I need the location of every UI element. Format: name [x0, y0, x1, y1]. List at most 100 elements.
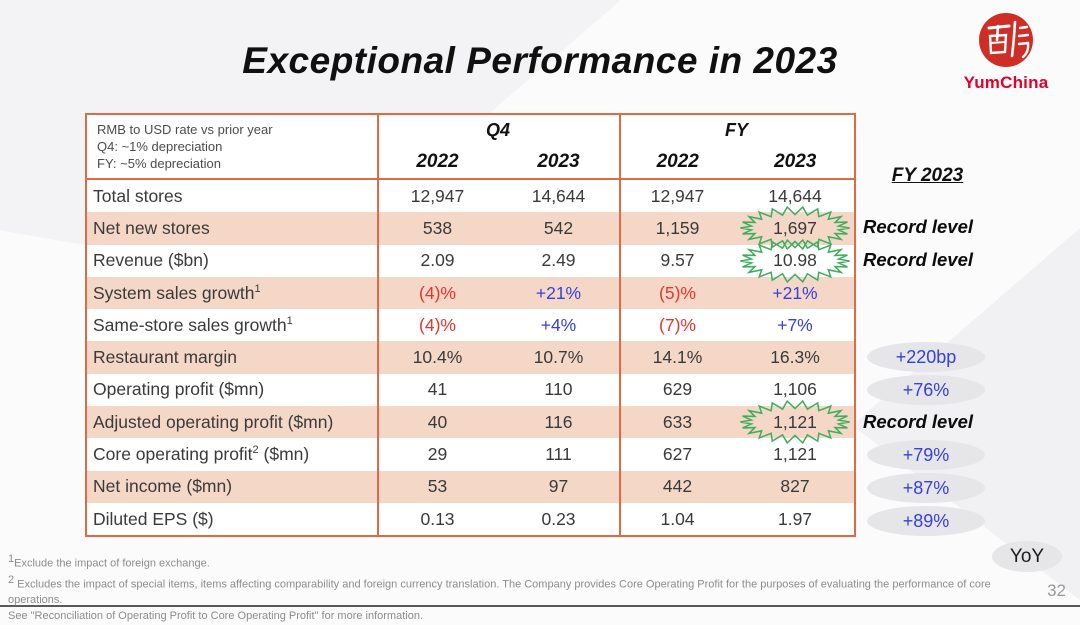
row-label: System sales growth	[93, 282, 255, 303]
cell-value: (4)%	[419, 282, 456, 303]
cell-value: 53	[427, 476, 448, 497]
cell-value: 10.4%	[412, 347, 463, 368]
page-title: Exceptional Performance in 2023	[242, 40, 838, 81]
cell-value: 629	[662, 379, 693, 400]
row-label: Net new stores	[93, 217, 210, 238]
table-divider-q4	[377, 115, 379, 535]
row-label-suffix: ($mn)	[258, 444, 310, 465]
cell-value: 16.3%	[770, 347, 820, 368]
cell-value: 41	[427, 379, 448, 400]
cell-value: 1,106	[773, 379, 817, 400]
table-row-total-stores: Total stores 12,947 14,644 12,947 14,644	[87, 180, 854, 212]
cell-value: 1.04	[660, 508, 695, 529]
yumchina-logo: YumChina	[946, 10, 1066, 93]
row-label: Adjusted operating profit ($mn)	[93, 411, 334, 432]
table-row-net-income: Net income ($mn) 53 97 442 827	[87, 470, 854, 503]
footnote-1: 1Exclude the impact of foreign exchange.	[8, 553, 210, 570]
table-row-core-operating-profit: Core operating profit2 ($mn) 29 111 627 …	[87, 438, 854, 470]
fx-note-line2: Q4: ~1% depreciation	[97, 138, 223, 154]
row-label: Revenue ($bn)	[93, 250, 209, 271]
cell-value: 1,121	[773, 411, 817, 432]
table-header: RMB to USD rate vs prior year Q4: ~1% de…	[87, 115, 854, 180]
yumchina-wordmark: YumChina	[963, 73, 1049, 92]
cell-value: 14,644	[768, 185, 822, 206]
cell-value: 29	[427, 444, 448, 465]
yoy-change-pill: +220bp	[867, 342, 985, 372]
table-row-revenue: Revenue ($bn) 2.09 2.49 9.57 10.98	[87, 238, 854, 283]
financial-table: RMB to USD rate vs prior year Q4: ~1% de…	[85, 113, 856, 537]
cell-value: 0.23	[541, 508, 576, 529]
cell-value: 12,947	[650, 185, 705, 206]
yoy-change-pill: +76%	[867, 375, 985, 405]
fy-group-label: FY	[724, 120, 748, 140]
fx-note: RMB to USD rate vs prior year Q4: ~1% de…	[87, 115, 377, 178]
cell-value: 116	[544, 411, 573, 432]
record-level-annotation: Record level	[863, 249, 974, 270]
fy2023-annotation-header: FY 2023	[891, 165, 964, 186]
fy-2023-header: 2023	[774, 151, 817, 172]
row-label: Operating profit ($mn)	[93, 379, 265, 400]
row-label: Diluted EPS ($)	[93, 508, 214, 529]
cell-value: +21%	[772, 282, 818, 303]
yoy-change-pill: +87%	[867, 473, 985, 503]
cell-value: (4)%	[419, 314, 456, 335]
cell-value: 97	[548, 476, 569, 497]
table-row-adjusted-operating-profit: Adjusted operating profit ($mn) 40 116 6…	[87, 400, 854, 445]
footnote-3: See "Reconciliation of Operating Profit …	[8, 610, 424, 623]
cell-value: 10.7%	[533, 347, 584, 368]
page-number: 32	[1047, 581, 1066, 600]
yoy-legend-pill: YoY	[992, 541, 1062, 572]
cell-value: 14.1%	[652, 347, 703, 368]
slide: { "slide": { "title": "Exceptional Perfo…	[0, 10, 1080, 623]
row-label: Total stores	[93, 185, 183, 206]
fy-2022-header: 2022	[656, 151, 699, 172]
table-row-operating-profit: Operating profit ($mn) 41 110 629 1,106	[87, 374, 854, 406]
cell-value: 40	[427, 411, 448, 432]
column-group-q4: Q4 2022 2023	[377, 115, 619, 178]
footnote-marker: 2	[252, 444, 259, 457]
cell-value: 111	[545, 444, 572, 465]
fx-note-line1: RMB to USD rate vs prior year	[97, 122, 273, 137]
cell-value: 538	[422, 217, 453, 238]
cell-value: (7)%	[659, 314, 696, 335]
table-row-diluted-eps: Diluted EPS ($) 0.13 0.23 1.04 1.97	[87, 503, 854, 535]
row-label: Core operating profit	[93, 444, 253, 465]
footnote-marker: 1	[286, 315, 293, 327]
cell-value: 0.13	[420, 508, 455, 529]
table-row-net-new-stores: Net new stores 538 542 1,159 1,697	[87, 206, 854, 251]
cell-value: 1,121	[773, 444, 817, 465]
cell-value: 627	[662, 444, 693, 465]
record-level-annotation: Record level	[863, 216, 974, 237]
table-row-system-sales-growth: System sales growth1 (4)% +21% (5)% +21%	[87, 276, 854, 310]
cell-value: 110	[544, 379, 573, 400]
q4-group-label: Q4	[485, 120, 510, 140]
cell-value: 14,644	[531, 185, 586, 206]
table-row-same-store-sales-growth: Same-store sales growth1 (4)% +4% (7)% +…	[87, 309, 854, 341]
cell-value: 9.57	[660, 250, 695, 271]
record-starburst-icon	[740, 238, 850, 283]
cell-value: 1,159	[655, 217, 700, 238]
cell-value: 12,947	[410, 185, 465, 206]
yoy-change-pill: +89%	[867, 506, 985, 536]
cell-value: 542	[543, 217, 574, 238]
cell-value: +7%	[777, 314, 813, 335]
table-row-restaurant-margin: Restaurant margin 10.4% 10.7% 14.1% 16.3…	[87, 341, 854, 374]
cell-value: 1,697	[773, 217, 817, 238]
q4-2023-header: 2023	[537, 151, 580, 172]
cell-value: (5)%	[659, 282, 696, 303]
cell-value: 827	[780, 476, 810, 497]
footnote-2: 2 Excludes the impact of special items, …	[8, 573, 991, 607]
footnote-marker: 1	[254, 282, 261, 295]
fx-note-line3: FY: ~5% depreciation	[97, 155, 221, 171]
table-divider-fy	[619, 115, 621, 535]
column-group-fy: FY 2022 2023	[619, 115, 854, 178]
cell-value: 2.49	[541, 250, 576, 271]
footnotes: 1Exclude the impact of foreign exchange.…	[8, 552, 1028, 625]
cell-value: 10.98	[773, 250, 817, 271]
row-label: Restaurant margin	[93, 347, 237, 368]
yumchina-seal-icon	[979, 13, 1033, 67]
slide-bottom-divider	[0, 605, 1080, 607]
row-label: Net income ($mn)	[93, 476, 233, 497]
row-label: Same-store sales growth	[93, 314, 287, 335]
record-starburst-icon	[740, 400, 850, 445]
